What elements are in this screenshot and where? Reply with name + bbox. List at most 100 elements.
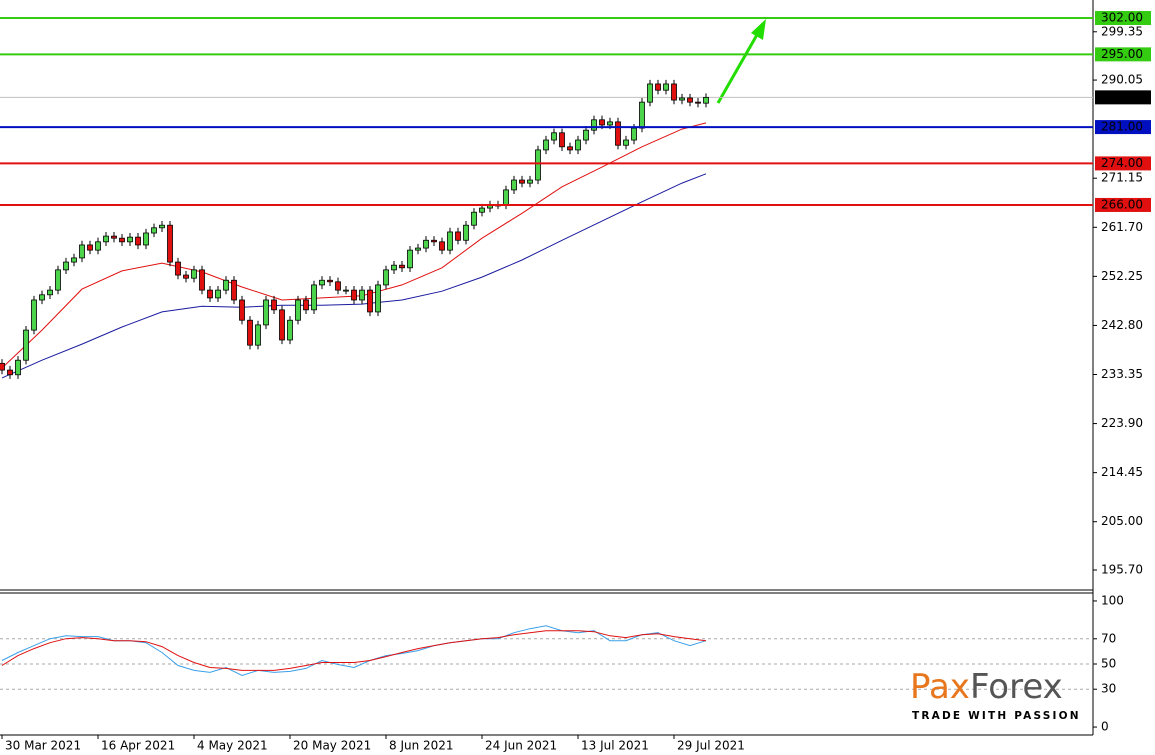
candle-body xyxy=(631,127,637,141)
candle-body xyxy=(575,139,581,151)
candle-body xyxy=(95,241,101,251)
candle-body xyxy=(127,236,133,243)
x-tick-label: 8 Jun 2021 xyxy=(389,739,454,753)
candle-body xyxy=(559,132,565,148)
candle-body xyxy=(15,359,21,376)
logo: PaxForex TRADE WITH PASSION xyxy=(910,667,1079,723)
candle-body xyxy=(383,269,389,286)
level-label: 274.00 xyxy=(1101,156,1143,170)
candle-body xyxy=(199,269,205,291)
candle-body xyxy=(703,96,709,104)
logo-text: PaxForex xyxy=(910,667,1063,707)
candle-body xyxy=(175,261,181,276)
x-tick-label: 30 Mar 2021 xyxy=(5,739,81,753)
candle-body xyxy=(7,369,13,376)
candle-body xyxy=(167,224,173,263)
candle-body xyxy=(431,239,437,243)
candle-body xyxy=(159,224,165,229)
candle-body xyxy=(415,247,421,251)
x-tick-label: 4 May 2021 xyxy=(197,739,268,753)
candle-body xyxy=(583,129,589,141)
osc-tick-label: 50 xyxy=(1101,657,1116,671)
candle-body xyxy=(695,101,701,104)
candle-body xyxy=(423,239,429,249)
candle-body xyxy=(279,309,285,341)
candle-body xyxy=(39,294,45,301)
osc-tick-label: 0 xyxy=(1101,720,1109,734)
trend-arrow xyxy=(716,19,766,104)
level-label: 281.00 xyxy=(1101,120,1143,134)
level-label: 295.00 xyxy=(1101,47,1143,61)
candle-body xyxy=(567,146,573,151)
candle-body xyxy=(679,97,685,101)
x-tick-label: 29 Jul 2021 xyxy=(677,739,745,753)
x-tick-label: 16 Apr 2021 xyxy=(101,739,175,753)
level-label-box xyxy=(1095,120,1151,135)
y-tick-label: 223.90 xyxy=(1101,416,1143,430)
candle-body xyxy=(471,211,477,226)
arrow-shaft xyxy=(716,32,760,104)
level-label-box xyxy=(1095,156,1151,171)
candle-body xyxy=(31,299,37,331)
candle-body xyxy=(223,279,229,291)
candle-body xyxy=(311,284,317,311)
x-tick-label: 24 Jun 2021 xyxy=(485,739,557,753)
candle-body xyxy=(351,289,357,301)
candle-body xyxy=(207,289,213,299)
candle-body xyxy=(687,97,693,103)
logo-part: Forex xyxy=(970,667,1063,707)
candle-body xyxy=(287,319,293,341)
osc-tick-label: 100 xyxy=(1101,593,1124,607)
candle-body xyxy=(135,236,141,246)
candle-body xyxy=(271,299,277,311)
candle-body xyxy=(479,207,485,213)
y-tick-label: 205.00 xyxy=(1101,514,1143,528)
candle-body xyxy=(143,232,149,246)
candle-body xyxy=(263,299,269,326)
candle-body xyxy=(367,289,373,313)
level-label: 302.00 xyxy=(1101,11,1143,25)
y-tick-label: 261.70 xyxy=(1101,220,1143,234)
y-tick-label: 252.25 xyxy=(1101,269,1143,283)
x-tick-label: 13 Jul 2021 xyxy=(581,739,649,753)
candle-body xyxy=(671,83,677,101)
candle-body xyxy=(647,83,653,103)
y-tick-label: 271.15 xyxy=(1101,171,1143,185)
candle-body xyxy=(439,241,445,251)
candle-body xyxy=(183,274,189,279)
candle-body xyxy=(255,324,261,346)
candle-body xyxy=(295,299,301,321)
candle-body xyxy=(71,257,77,263)
level-label-box xyxy=(1095,197,1151,212)
candle-body xyxy=(327,279,333,283)
y-tick-label: 242.80 xyxy=(1101,318,1143,332)
candle-body xyxy=(615,121,621,146)
candle-body xyxy=(343,289,349,292)
candle-body xyxy=(391,264,397,271)
y-tick-label: 290.05 xyxy=(1101,73,1143,87)
candle-body xyxy=(455,231,461,241)
candle-body xyxy=(23,329,29,361)
candle-body xyxy=(63,261,69,271)
candle-body xyxy=(303,299,309,311)
candle-body xyxy=(503,189,509,206)
candle-body xyxy=(519,179,525,184)
candle-body xyxy=(87,244,93,251)
level-label-box xyxy=(1095,47,1151,62)
candle-body xyxy=(447,231,453,251)
candle-body xyxy=(535,149,541,181)
logo-part: Pax xyxy=(910,667,970,707)
candle-body xyxy=(103,235,109,243)
candle-body xyxy=(247,319,253,346)
candle-body xyxy=(543,139,549,151)
candle-body xyxy=(599,119,605,126)
level-label: 266.00 xyxy=(1101,197,1143,211)
y-tick-label: 214.45 xyxy=(1101,465,1143,479)
candle-body xyxy=(55,269,61,291)
x-tick-label: 20 May 2021 xyxy=(293,739,371,753)
candle-body xyxy=(591,119,597,131)
candle-body xyxy=(239,299,245,321)
y-tick-label: 299.35 xyxy=(1101,24,1143,38)
candle-body xyxy=(119,237,125,243)
